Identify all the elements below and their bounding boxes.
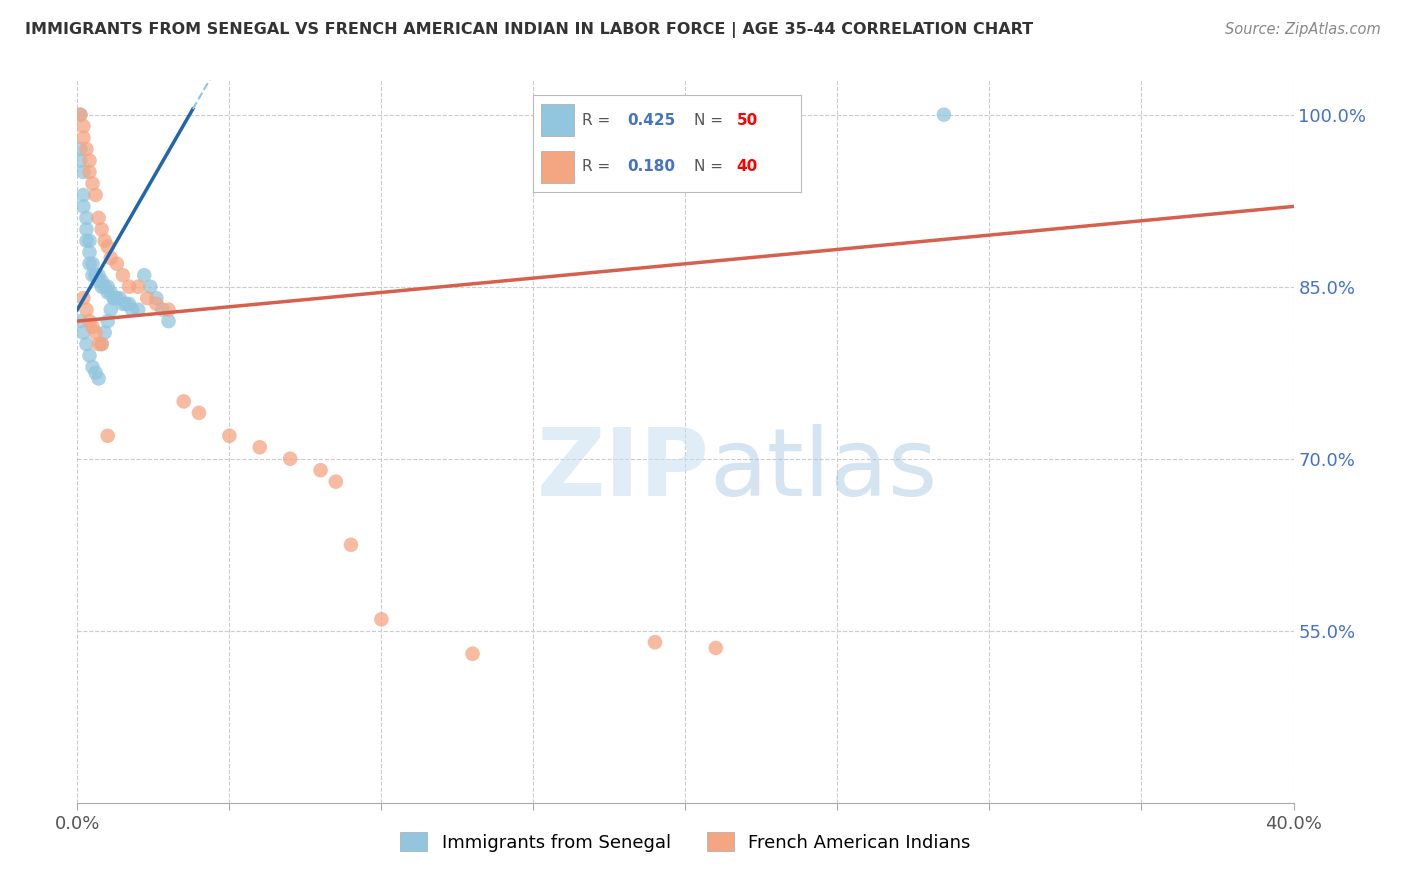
- Point: [90, 279, 112, 293]
- Text: atlas: atlas: [710, 425, 938, 516]
- Point: [249, 440, 271, 454]
- Point: [118, 279, 141, 293]
- Point: [72, 326, 94, 340]
- Point: [97, 239, 120, 253]
- Point: [82, 319, 104, 334]
- Point: [644, 635, 666, 649]
- Point: [69, 153, 91, 168]
- Point: [82, 177, 104, 191]
- Text: ZIP: ZIP: [537, 425, 710, 516]
- Point: [75, 302, 97, 317]
- Point: [75, 142, 97, 156]
- Point: [188, 406, 211, 420]
- Point: [100, 251, 122, 265]
- Point: [103, 291, 125, 305]
- Point: [72, 119, 94, 133]
- Point: [145, 291, 167, 305]
- Point: [173, 394, 195, 409]
- Point: [370, 612, 392, 626]
- Point: [704, 640, 727, 655]
- Point: [75, 337, 97, 351]
- Point: [87, 268, 110, 283]
- Point: [461, 647, 484, 661]
- Point: [79, 165, 101, 179]
- Point: [87, 274, 110, 288]
- Point: [103, 291, 125, 305]
- Point: [121, 302, 143, 317]
- Point: [84, 268, 107, 283]
- Point: [79, 153, 101, 168]
- Point: [82, 268, 104, 283]
- Point: [152, 302, 174, 317]
- Point: [218, 429, 240, 443]
- Point: [97, 279, 120, 293]
- Point: [108, 291, 131, 305]
- Point: [105, 257, 128, 271]
- Point: [75, 211, 97, 225]
- Point: [127, 279, 149, 293]
- Point: [97, 429, 120, 443]
- Point: [87, 371, 110, 385]
- Point: [69, 108, 91, 122]
- Legend: Immigrants from Senegal, French American Indians: Immigrants from Senegal, French American…: [392, 825, 979, 859]
- Point: [127, 302, 149, 317]
- Point: [90, 222, 112, 236]
- Point: [84, 268, 107, 283]
- Point: [72, 165, 94, 179]
- Point: [84, 188, 107, 202]
- Point: [82, 257, 104, 271]
- Point: [84, 366, 107, 380]
- Point: [93, 326, 115, 340]
- Point: [87, 211, 110, 225]
- Point: [139, 279, 162, 293]
- Point: [79, 314, 101, 328]
- Point: [79, 245, 101, 260]
- Point: [932, 108, 955, 122]
- Point: [157, 302, 180, 317]
- Point: [72, 199, 94, 213]
- Point: [93, 279, 115, 293]
- Point: [90, 274, 112, 288]
- Point: [111, 268, 134, 283]
- Point: [97, 285, 120, 300]
- Point: [105, 291, 128, 305]
- Point: [75, 234, 97, 248]
- Point: [69, 142, 91, 156]
- Point: [84, 326, 107, 340]
- Point: [118, 297, 141, 311]
- Point: [111, 297, 134, 311]
- Point: [134, 268, 156, 283]
- Point: [278, 451, 301, 466]
- Point: [72, 291, 94, 305]
- Point: [79, 349, 101, 363]
- Point: [100, 302, 122, 317]
- Point: [157, 314, 180, 328]
- Point: [340, 538, 363, 552]
- Point: [90, 337, 112, 351]
- Point: [72, 188, 94, 202]
- Point: [145, 297, 167, 311]
- Point: [97, 314, 120, 328]
- Point: [93, 234, 115, 248]
- Point: [79, 257, 101, 271]
- Point: [82, 359, 104, 374]
- Point: [72, 130, 94, 145]
- Point: [90, 337, 112, 351]
- Point: [79, 234, 101, 248]
- Point: [100, 285, 122, 300]
- Point: [75, 222, 97, 236]
- Point: [69, 314, 91, 328]
- Point: [87, 337, 110, 351]
- Text: IMMIGRANTS FROM SENEGAL VS FRENCH AMERICAN INDIAN IN LABOR FORCE | AGE 35-44 COR: IMMIGRANTS FROM SENEGAL VS FRENCH AMERIC…: [25, 22, 1033, 38]
- Text: Source: ZipAtlas.com: Source: ZipAtlas.com: [1225, 22, 1381, 37]
- Point: [115, 297, 138, 311]
- Point: [325, 475, 347, 489]
- Point: [69, 108, 91, 122]
- Point: [309, 463, 332, 477]
- Point: [136, 291, 159, 305]
